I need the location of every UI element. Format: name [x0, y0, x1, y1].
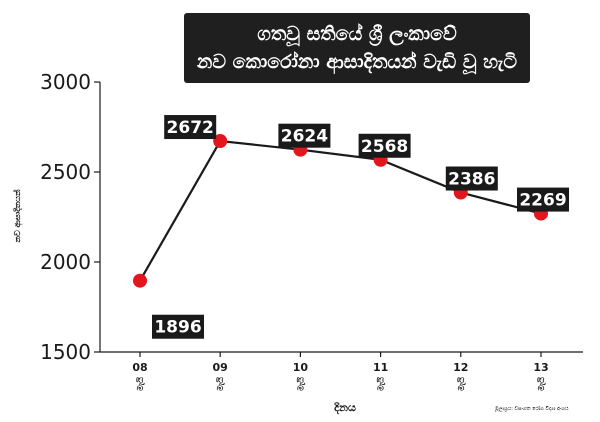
x-tick-month-label: මැයි [295, 377, 305, 391]
data-point [133, 273, 147, 288]
data-label: 2269 [519, 191, 566, 211]
data-label-box [164, 115, 217, 140]
chart-title-line-1: ගතවූ සතියේ ශ්‍රී ලංකාවේ [257, 23, 457, 45]
y-axis-title: නව ආසාදිතයන් [12, 189, 23, 244]
data-label: 2624 [281, 127, 328, 147]
chart-title-box: ගතවූ සතියේ ශ්‍රී ලංකාවේ නව කොරෝනා ආසාදිත… [184, 13, 530, 83]
data-label: 2672 [167, 118, 214, 138]
x-tick-month-label: මැයි [536, 377, 546, 391]
y-tick-label: 2000 [40, 250, 91, 274]
chart-title-line-2: නව කොරෝනා ආසාදිතයන් වැඩි වූ හැටි [196, 51, 518, 73]
y-tick-label: 1500 [40, 340, 91, 364]
x-tick-label: 10 [293, 361, 309, 374]
data-point [213, 134, 228, 149]
x-tick-month-label: මැයි [215, 377, 225, 391]
x-tick-label: 08 [132, 361, 147, 374]
data-label-box [358, 133, 411, 158]
y-tick-label: 2500 [40, 160, 91, 184]
data-label-box [517, 187, 569, 212]
x-axis-title: දිනය [334, 401, 356, 415]
data-label: 1896 [154, 318, 201, 338]
x-tick-month-label: මැයි [456, 377, 466, 391]
y-tick-label: 3000 [40, 70, 91, 94]
x-tick-label: 13 [533, 361, 548, 374]
data-label-box [152, 314, 204, 339]
data-label: 2386 [448, 170, 495, 190]
series-line [139, 139, 542, 282]
data-label-box [445, 166, 498, 191]
x-tick-label: 11 [373, 361, 388, 374]
x-tick-month-label: මැයි [135, 377, 145, 391]
data-label-box [278, 123, 331, 148]
x-tick-label: 12 [453, 361, 468, 374]
data-label: 2568 [361, 137, 408, 157]
source-note: මූලාශ්‍රය: වසංගත රෝග විද්‍යා අංශය [495, 406, 569, 412]
x-tick-label: 09 [213, 361, 228, 374]
x-tick-month-label: මැයි [376, 377, 386, 391]
